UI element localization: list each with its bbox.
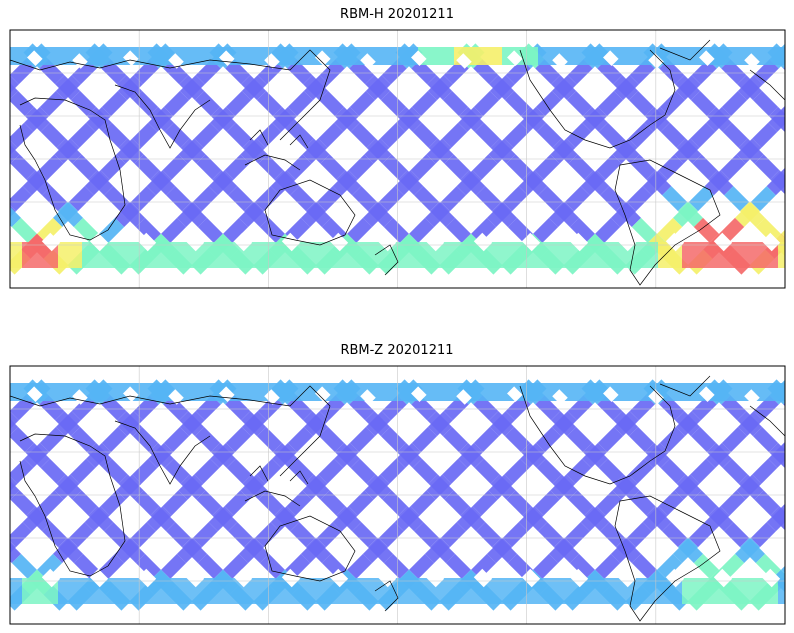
map-frame bbox=[9, 29, 786, 289]
swath-coverage bbox=[10, 43, 785, 275]
swath-coverage bbox=[10, 379, 785, 611]
coastlines bbox=[10, 39, 785, 286]
panel-title-rbm-z: RBM-Z 20201211 bbox=[340, 343, 454, 358]
graticule bbox=[10, 30, 785, 288]
map-frame bbox=[9, 365, 786, 625]
graticule bbox=[10, 366, 785, 624]
map-panel-rbm-h bbox=[9, 29, 786, 289]
panel-title-rbm-h: RBM-H 20201211 bbox=[340, 7, 454, 22]
map-panel-rbm-z bbox=[9, 365, 786, 625]
coastlines bbox=[10, 375, 785, 622]
